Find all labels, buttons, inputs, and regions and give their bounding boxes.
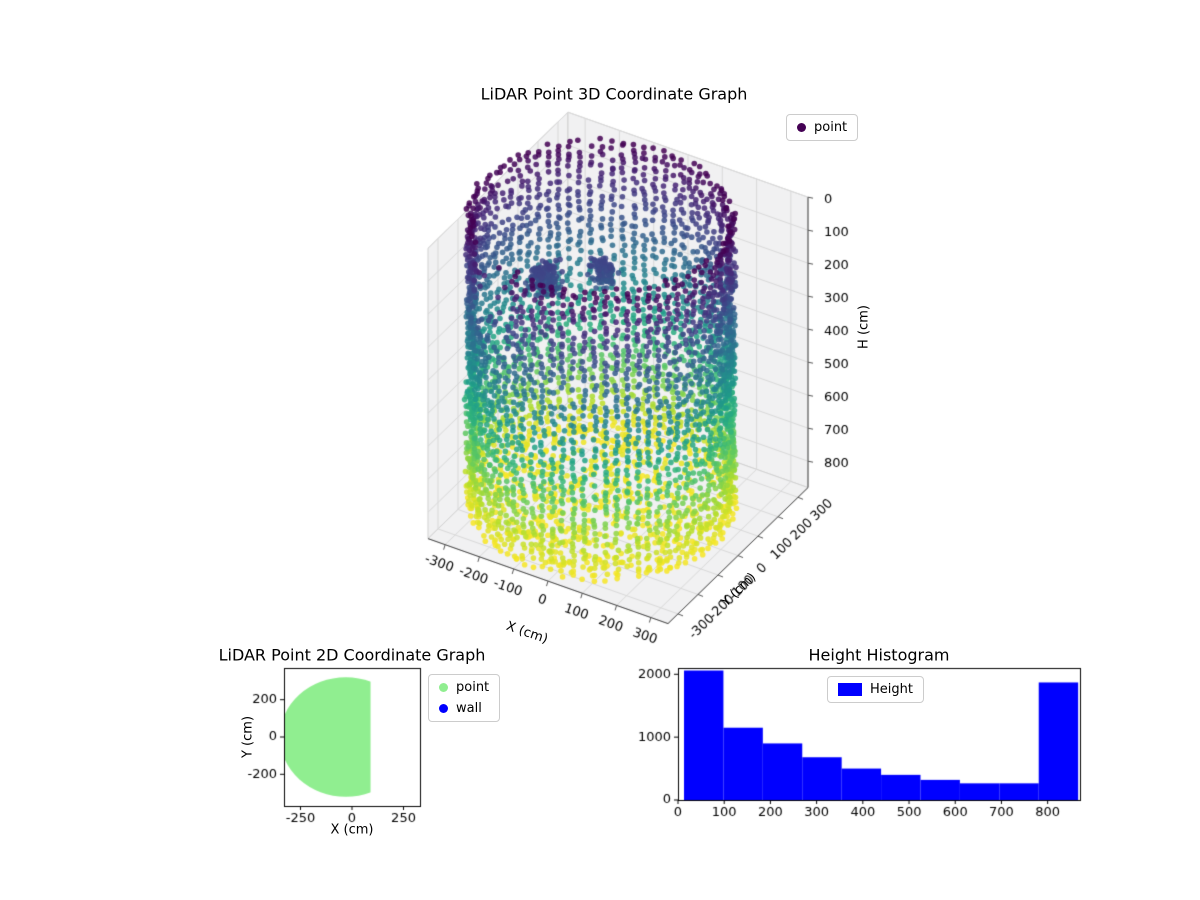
legend-2d-label-point: point — [456, 680, 490, 695]
z-axis-label-3d: H (cm) — [856, 305, 872, 349]
legend-2d-label-wall: wall — [456, 701, 482, 716]
legend-histogram-label: Height — [870, 682, 913, 697]
legend-2d-row-wall: wall — [439, 701, 482, 716]
x-axis-label-2d: X (cm) — [330, 822, 374, 838]
chart-title-2d: LiDAR Point 2D Coordinate Graph — [218, 645, 486, 665]
chart-title-3d: LiDAR Point 3D Coordinate Graph — [480, 84, 748, 104]
legend-2d: point wall — [428, 674, 501, 722]
chart-title-histogram: Height Histogram — [808, 645, 950, 665]
point-marker-icon — [797, 123, 806, 132]
y-axis-label-2d: Y (cm) — [240, 715, 256, 759]
wall-marker-icon — [439, 704, 448, 713]
legend-3d-label-point: point — [814, 120, 848, 135]
legend-2d-row-point: point — [439, 680, 489, 695]
legend-histogram: Height — [827, 676, 924, 703]
height-bar-marker-icon — [838, 683, 862, 696]
legend-3d: point — [786, 114, 859, 141]
point-marker-icon — [439, 683, 448, 692]
